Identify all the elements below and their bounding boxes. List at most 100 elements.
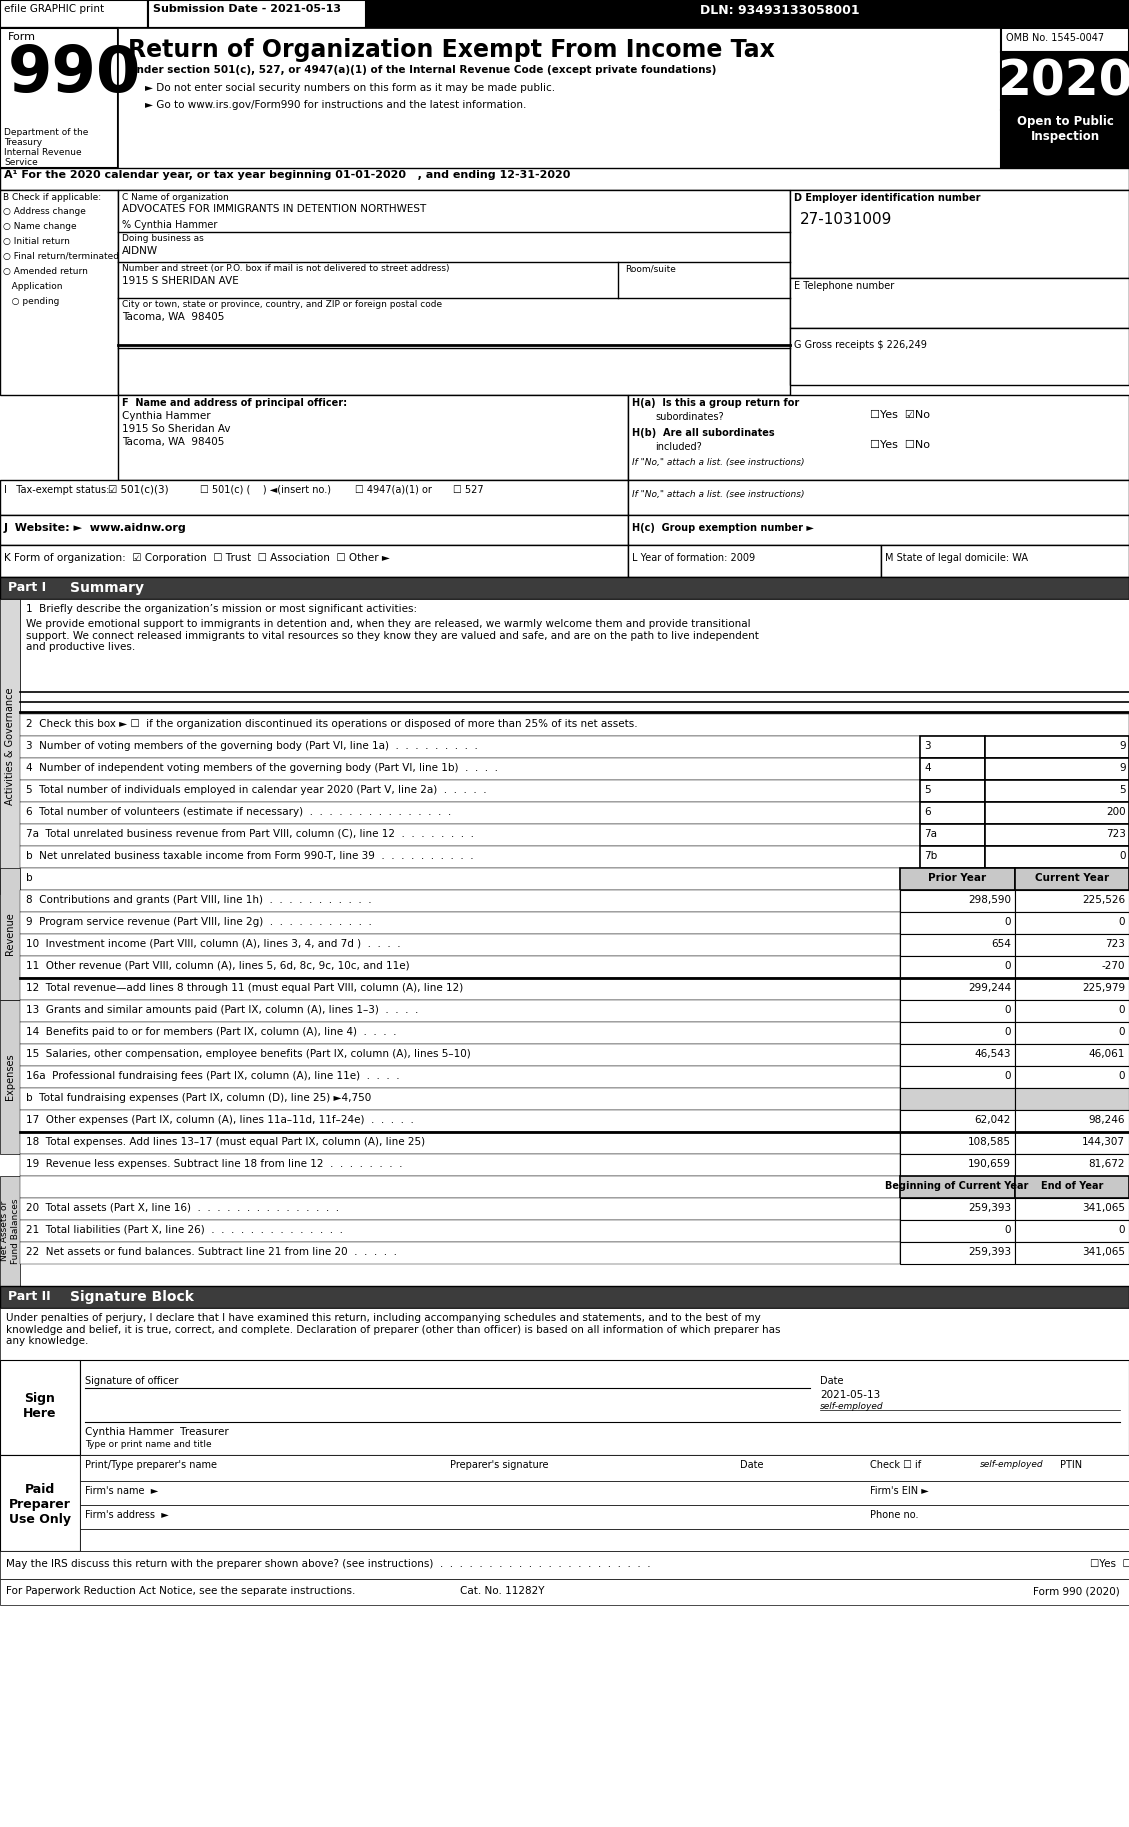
- Bar: [900, 1199, 1015, 1220]
- Text: 0: 0: [1119, 1027, 1124, 1038]
- Bar: [20, 1089, 900, 1111]
- Text: Cynthia Hammer: Cynthia Hammer: [122, 411, 211, 420]
- Bar: [984, 736, 1129, 758]
- Bar: [119, 395, 628, 481]
- Bar: [20, 824, 920, 846]
- Bar: [20, 802, 920, 824]
- Text: 0: 0: [1005, 917, 1010, 926]
- Text: 0: 0: [1005, 1224, 1010, 1235]
- Text: Department of the: Department of the: [5, 128, 88, 137]
- Bar: [1001, 51, 1129, 110]
- Text: 4  Number of independent voting members of the governing body (Part VI, line 1b): 4 Number of independent voting members o…: [26, 764, 498, 773]
- Text: Part II: Part II: [8, 1290, 51, 1303]
- Text: ► Go to www.irs.gov/Form990 for instructions and the latest information.: ► Go to www.irs.gov/Form990 for instruct…: [145, 100, 526, 110]
- Text: 225,526: 225,526: [1082, 895, 1124, 904]
- Bar: [1001, 110, 1129, 168]
- Bar: [20, 1043, 900, 1065]
- Text: 0: 0: [1005, 1071, 1010, 1082]
- Bar: [900, 934, 1015, 956]
- Bar: [0, 577, 1129, 599]
- Text: 9: 9: [1119, 764, 1126, 773]
- Bar: [119, 190, 790, 395]
- Bar: [80, 1454, 1129, 1482]
- Text: Check ☐ if: Check ☐ if: [870, 1460, 921, 1471]
- Text: K Form of organization:  ☑ Corporation  ☐ Trust  ☐ Association  ☐ Other ►: K Form of organization: ☑ Corporation ☐ …: [5, 554, 390, 563]
- Bar: [1015, 868, 1129, 890]
- Text: DLN: 93493133058001: DLN: 93493133058001: [700, 4, 859, 16]
- Bar: [900, 1111, 1015, 1133]
- Text: ☐ 4947(a)(1) or: ☐ 4947(a)(1) or: [355, 484, 432, 495]
- Text: Firm's address  ►: Firm's address ►: [85, 1509, 168, 1520]
- Bar: [920, 802, 984, 824]
- Text: E Telephone number: E Telephone number: [794, 281, 894, 290]
- Text: Treasury: Treasury: [5, 139, 42, 146]
- Text: Tacoma, WA  98405: Tacoma, WA 98405: [122, 437, 225, 448]
- Text: 9: 9: [1119, 742, 1126, 751]
- Bar: [0, 1359, 80, 1454]
- Bar: [80, 1482, 1129, 1505]
- Text: End of Year: End of Year: [1041, 1180, 1103, 1191]
- Text: self-employed: self-employed: [820, 1401, 884, 1410]
- Bar: [20, 1065, 900, 1089]
- Text: Phone no.: Phone no.: [870, 1509, 919, 1520]
- Bar: [20, 599, 1129, 714]
- Text: D Employer identification number: D Employer identification number: [794, 194, 980, 203]
- Text: Under section 501(c), 527, or 4947(a)(1) of the Internal Revenue Code (except pr: Under section 501(c), 527, or 4947(a)(1)…: [128, 66, 717, 75]
- Text: Activities & Governance: Activities & Governance: [5, 687, 15, 804]
- Text: ○ Address change: ○ Address change: [3, 206, 86, 216]
- Text: 11  Other revenue (Part VIII, column (A), lines 5, 6d, 8c, 9c, 10c, and 11e): 11 Other revenue (Part VIII, column (A),…: [26, 961, 410, 970]
- Text: 15  Salaries, other compensation, employee benefits (Part IX, column (A), lines : 15 Salaries, other compensation, employe…: [26, 1049, 471, 1060]
- Text: Number and street (or P.O. box if mail is not delivered to street address): Number and street (or P.O. box if mail i…: [122, 263, 449, 272]
- Text: 2  Check this box ► ☐  if the organization discontinued its operations or dispos: 2 Check this box ► ☐ if the organization…: [26, 720, 638, 729]
- Text: 12  Total revenue—add lines 8 through 11 (must equal Part VIII, column (A), line: 12 Total revenue—add lines 8 through 11 …: [26, 983, 463, 994]
- Text: 0: 0: [1005, 961, 1010, 970]
- Bar: [1015, 1133, 1129, 1155]
- Bar: [0, 868, 20, 999]
- Text: We provide emotional support to immigrants in detention and, when they are relea: We provide emotional support to immigran…: [26, 619, 759, 652]
- Bar: [790, 190, 1129, 278]
- Text: 13  Grants and similar amounts paid (Part IX, column (A), lines 1–3)  .  .  .  .: 13 Grants and similar amounts paid (Part…: [26, 1005, 419, 1016]
- Text: M State of legal domicile: WA: M State of legal domicile: WA: [885, 554, 1029, 563]
- Bar: [790, 278, 1129, 329]
- Text: Tacoma, WA  98405: Tacoma, WA 98405: [122, 312, 225, 322]
- Text: subordinates?: subordinates?: [655, 413, 724, 422]
- Text: 259,393: 259,393: [968, 1248, 1010, 1257]
- Text: ☐ 501(c) (    ) ◄(insert no.): ☐ 501(c) ( ) ◄(insert no.): [200, 484, 331, 495]
- Text: Current Year: Current Year: [1035, 873, 1109, 882]
- Bar: [0, 1286, 1129, 1308]
- Bar: [1015, 1199, 1129, 1220]
- Text: J  Website: ►  www.aidnw.org: J Website: ► www.aidnw.org: [5, 523, 186, 533]
- Text: -270: -270: [1102, 961, 1124, 970]
- Text: Paid
Preparer
Use Only: Paid Preparer Use Only: [9, 1484, 71, 1526]
- Text: b  Net unrelated business taxable income from Form 990-T, line 39  .  .  .  .  .: b Net unrelated business taxable income …: [26, 851, 474, 861]
- Text: Prior Year: Prior Year: [928, 873, 986, 882]
- Text: Revenue: Revenue: [5, 914, 15, 956]
- Bar: [984, 758, 1129, 780]
- Text: ☐ 527: ☐ 527: [453, 484, 483, 495]
- Bar: [1015, 1111, 1129, 1133]
- Text: H(b)  Are all subordinates: H(b) Are all subordinates: [632, 428, 774, 438]
- Bar: [80, 1529, 1129, 1551]
- Text: City or town, state or province, country, and ZIP or foreign postal code: City or town, state or province, country…: [122, 300, 443, 309]
- Text: ☐Yes  ☐No: ☐Yes ☐No: [870, 440, 930, 449]
- Text: H(a)  Is this a group return for: H(a) Is this a group return for: [632, 398, 799, 407]
- Text: A¹ For the 2020 calendar year, or tax year beginning 01-01-2020   , and ending 1: A¹ For the 2020 calendar year, or tax ye…: [5, 170, 570, 181]
- Bar: [984, 846, 1129, 868]
- Text: 3: 3: [924, 742, 930, 751]
- Text: Date: Date: [820, 1376, 843, 1387]
- Text: Service: Service: [5, 157, 37, 166]
- Bar: [881, 544, 1129, 577]
- Bar: [1015, 934, 1129, 956]
- Bar: [900, 1242, 1015, 1264]
- Text: 18  Total expenses. Add lines 13–17 (must equal Part IX, column (A), line 25): 18 Total expenses. Add lines 13–17 (must…: [26, 1136, 426, 1147]
- Text: 7b: 7b: [924, 851, 937, 861]
- Text: 22  Net assets or fund balances. Subtract line 21 from line 20  .  .  .  .  .: 22 Net assets or fund balances. Subtract…: [26, 1248, 397, 1257]
- Text: 6: 6: [924, 808, 930, 817]
- Bar: [119, 27, 1001, 168]
- Text: Form 990 (2020): Form 990 (2020): [1033, 1586, 1120, 1597]
- Bar: [900, 890, 1015, 912]
- Bar: [20, 890, 900, 912]
- Bar: [0, 1308, 1129, 1359]
- Text: Form: Form: [8, 33, 36, 42]
- Bar: [0, 1454, 80, 1551]
